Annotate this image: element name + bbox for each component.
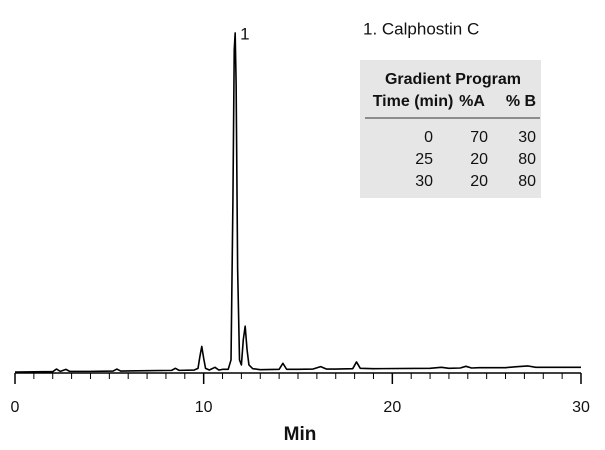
x-tick-label: 0 [11, 399, 20, 416]
trace [14, 32, 581, 373]
table-title: Gradient Program [385, 71, 521, 88]
table-cell: 30 [518, 129, 536, 146]
x-tick-label: 20 [383, 399, 401, 416]
table-cell: 30 [415, 173, 433, 190]
x-axis-label: Min [284, 424, 317, 445]
table-cell: 25 [415, 151, 433, 168]
table-header: % B [506, 93, 536, 110]
table-header: %A [459, 93, 485, 110]
peak-label: 1 [240, 24, 249, 43]
table-cell: 20 [470, 173, 488, 190]
table-cell: 80 [518, 173, 536, 190]
table-header: Time (min) [373, 93, 454, 110]
x-tick-label: 10 [195, 399, 213, 416]
table-cell: 0 [424, 129, 433, 146]
table-cell: 80 [518, 151, 536, 168]
legend-text: 1. Calphostin C [363, 19, 479, 38]
x-tick-label: 30 [572, 399, 590, 416]
table-cell: 70 [470, 129, 488, 146]
table-cell: 20 [470, 151, 488, 168]
table-box [360, 60, 541, 198]
